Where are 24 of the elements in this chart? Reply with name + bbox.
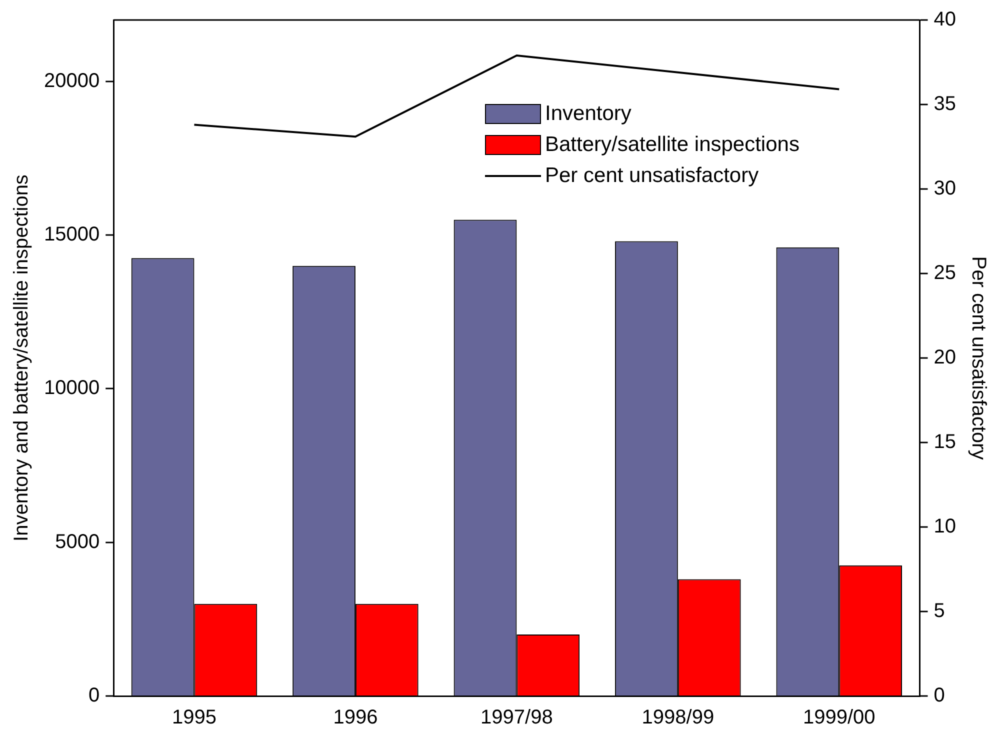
y2-tick-label: 20 xyxy=(934,346,956,369)
legend-label: Battery/satellite inspections xyxy=(545,132,800,156)
y-axis-title: Inventory and battery/satellite inspections xyxy=(10,174,33,542)
y-tick-label: 15000 xyxy=(44,224,100,246)
y-tick-label: 0 xyxy=(88,684,100,707)
y2-tick-label: 40 xyxy=(934,8,956,31)
legend-label: Inventory xyxy=(545,102,632,126)
y2-tick-label: 10 xyxy=(934,516,956,538)
x-tick-label: 1996 xyxy=(333,706,378,729)
y2-tick-label: 5 xyxy=(934,600,945,622)
y-tick-label: 20000 xyxy=(44,70,100,92)
x-tick-label: 1995 xyxy=(172,706,216,729)
y2-tick-label: 35 xyxy=(934,93,956,116)
x-tick-label: 1998/99 xyxy=(642,706,714,729)
legend-label: Per cent unsatisfactory xyxy=(545,164,759,188)
y2-tick-label: 15 xyxy=(934,431,956,454)
y-tick-label: 10000 xyxy=(44,377,100,400)
y2-tick-label: 30 xyxy=(934,178,956,200)
y2-axis-title: Per cent unsatisfactory xyxy=(967,256,990,460)
y-tick-label: 5000 xyxy=(55,530,100,553)
y2-tick-label: 25 xyxy=(934,262,956,284)
y2-tick-label: 0 xyxy=(934,684,945,707)
x-tick-label: 1997/98 xyxy=(480,706,553,729)
x-tick-label: 1999/00 xyxy=(802,706,876,729)
